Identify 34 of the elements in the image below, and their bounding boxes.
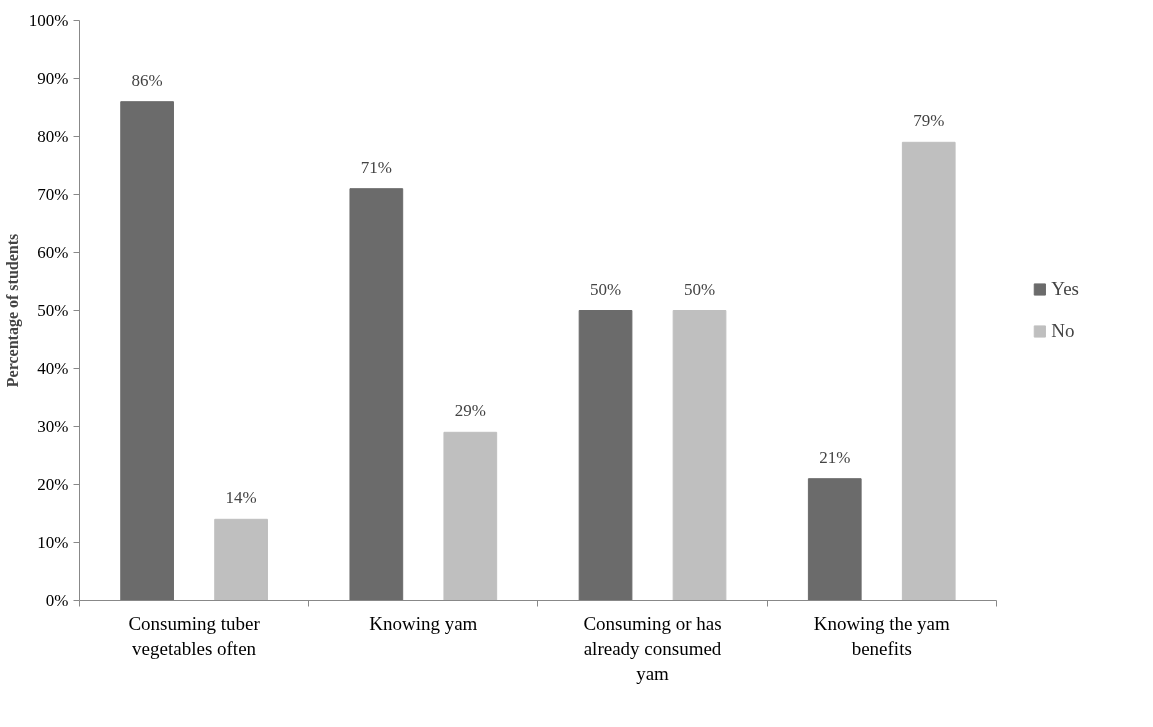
y-tick-label: 30% bbox=[37, 417, 69, 436]
data-label: 21% bbox=[819, 447, 851, 467]
data-label: 50% bbox=[589, 279, 622, 299]
bar bbox=[578, 310, 633, 601]
data-label: 79% bbox=[913, 111, 945, 131]
x-tick-label: Consuming or has already consumed yam bbox=[583, 612, 722, 684]
bar bbox=[672, 310, 727, 601]
y-tick-label: 0% bbox=[45, 591, 69, 610]
y-axis-title: Percentage of students bbox=[3, 233, 22, 388]
x-tick-label: Knowing the yam benefits bbox=[813, 612, 951, 659]
y-tick-label: 10% bbox=[37, 533, 69, 552]
y-tick-label: 50% bbox=[37, 301, 69, 320]
bar bbox=[807, 478, 862, 601]
bar bbox=[901, 141, 956, 601]
x-tick-label: Knowing yam bbox=[369, 612, 478, 634]
data-label: 71% bbox=[360, 157, 392, 177]
y-tick-label: 40% bbox=[37, 359, 69, 378]
x-tick-label: Consuming tuber vegetables often bbox=[128, 612, 261, 659]
y-tick-label: 90% bbox=[37, 69, 69, 88]
data-label: 29% bbox=[454, 401, 486, 421]
y-tick-label: 80% bbox=[37, 127, 69, 146]
bar bbox=[443, 431, 498, 601]
bar bbox=[214, 518, 268, 601]
data-label: 14% bbox=[225, 488, 257, 508]
y-tick-label: 60% bbox=[37, 243, 69, 262]
data-label: 86% bbox=[131, 70, 163, 90]
y-tick-label: 70% bbox=[37, 185, 69, 204]
legend-label: No bbox=[1051, 320, 1075, 342]
data-label: 50% bbox=[683, 279, 716, 299]
bar bbox=[120, 101, 174, 601]
y-tick-label: 20% bbox=[37, 475, 69, 494]
y-tick-label: 100% bbox=[28, 11, 69, 30]
legend-label: Yes bbox=[1051, 278, 1079, 300]
bar bbox=[349, 188, 404, 601]
